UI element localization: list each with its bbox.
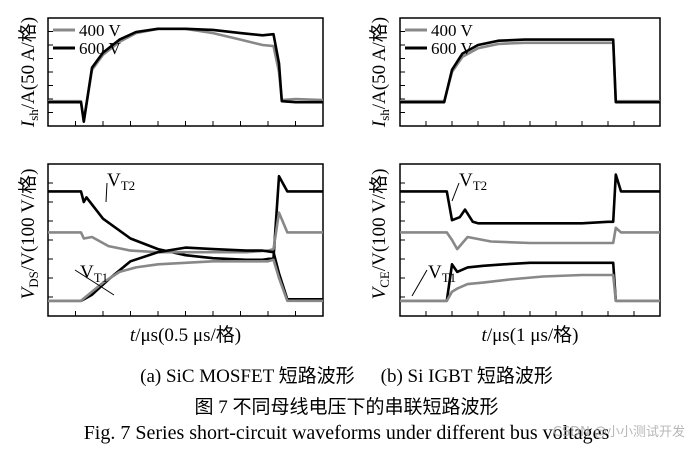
chart-sic-bottom-series-1 bbox=[48, 211, 323, 254]
chart-sic-bottom-ylabel: VDS/V(100 V/格) bbox=[17, 169, 41, 300]
chart-igbt-top-series-1 bbox=[400, 38, 660, 104]
chart-sic-vt2-label: VT2 bbox=[107, 170, 135, 193]
chart-igbt-bottom-series-3 bbox=[400, 273, 660, 303]
chart-sic-legend-label: 600 V bbox=[79, 39, 121, 58]
chart-sic-top-series-1 bbox=[48, 27, 323, 123]
caption-english: Fig. 7 Series short-circuit waveforms un… bbox=[83, 422, 610, 444]
chart-sic-vt1-label: VT1 bbox=[80, 262, 108, 285]
chart-igbt-legend-label: 600 V bbox=[431, 39, 473, 58]
chart-igbt-bottom-series-2 bbox=[400, 261, 660, 303]
caption-chinese: 图 7 不同母线电压下的串联短路波形 bbox=[194, 397, 499, 418]
chart-igbt-bottom-frame bbox=[399, 163, 661, 317]
chart-sic-top-frame bbox=[47, 17, 324, 127]
chart-sic-vt1-leader bbox=[74, 269, 115, 296]
chart-igbt-bottom-ylabel: VCE/V(100 V/格) bbox=[368, 169, 392, 300]
chart-igbt-bottom-series-1 bbox=[400, 226, 660, 251]
chart-igbt-bottom-series-0 bbox=[400, 173, 660, 225]
chart-igbt-vt1-leader bbox=[411, 269, 428, 297]
chart-igbt-xlabel: t/μs(1 μs/格) bbox=[482, 324, 579, 346]
chart-igbt-top-ylabel: Ish/A(50 A/格) bbox=[368, 17, 392, 128]
caption-b: (b) Si IGBT 短路波形 bbox=[380, 366, 553, 387]
chart-igbt-vt2-label: VT2 bbox=[459, 170, 487, 193]
watermark: CSDN @小小测试开发 bbox=[552, 425, 685, 440]
panel-captions: (a) SiC MOSFET 短路波形 (b) Si IGBT 短路波形 bbox=[0, 361, 693, 388]
chart-sic-bottom-series-0 bbox=[48, 174, 323, 262]
chart-igbt-vt1-label: VT1 bbox=[428, 262, 456, 285]
chart-sic-vt2-leader bbox=[105, 182, 108, 203]
chart-igbt-vt2-leader bbox=[451, 182, 460, 202]
chart-sic-top-ylabel: Ish/A(50 A/格) bbox=[17, 17, 41, 128]
chart-sic-xlabel: t/μs(0.5 μs/格) bbox=[130, 324, 241, 346]
caption-a: (a) SiC MOSFET 短路波形 bbox=[140, 366, 355, 387]
chart-sic-bottom-series-3 bbox=[48, 258, 323, 303]
chart-sic-legend-label: 400 V bbox=[79, 21, 121, 40]
chart-igbt-legend-label: 400 V bbox=[431, 21, 473, 40]
